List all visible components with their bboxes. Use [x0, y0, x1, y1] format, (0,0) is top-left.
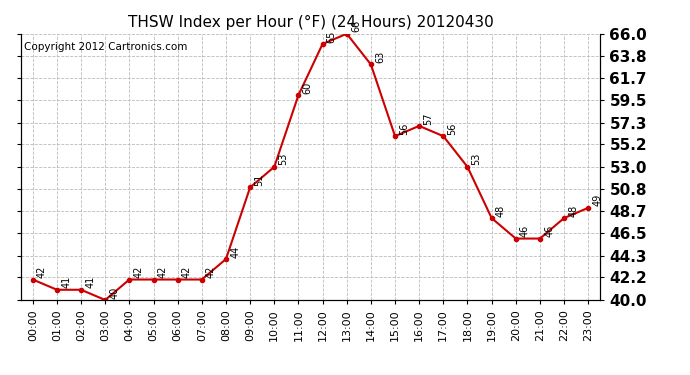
Text: 46: 46	[520, 225, 530, 237]
Text: 42: 42	[206, 266, 216, 278]
Text: 44: 44	[230, 245, 240, 258]
Text: 42: 42	[134, 266, 144, 278]
Text: 51: 51	[255, 174, 264, 186]
Text: 46: 46	[544, 225, 554, 237]
Text: 41: 41	[86, 276, 95, 288]
Text: 48: 48	[569, 204, 578, 217]
Text: 48: 48	[496, 204, 506, 217]
Text: 63: 63	[375, 51, 385, 63]
Text: 56: 56	[400, 122, 409, 135]
Text: 49: 49	[593, 194, 602, 207]
Text: 53: 53	[472, 153, 482, 165]
Text: 65: 65	[327, 30, 337, 43]
Text: 57: 57	[424, 112, 433, 125]
Text: Copyright 2012 Cartronics.com: Copyright 2012 Cartronics.com	[23, 42, 187, 52]
Text: 56: 56	[448, 122, 457, 135]
Text: 42: 42	[182, 266, 192, 278]
Text: 41: 41	[61, 276, 71, 288]
Text: 53: 53	[279, 153, 288, 165]
Title: THSW Index per Hour (°F) (24 Hours) 20120430: THSW Index per Hour (°F) (24 Hours) 2012…	[128, 15, 493, 30]
Text: 66: 66	[351, 20, 361, 32]
Text: 40: 40	[110, 286, 119, 298]
Text: 42: 42	[158, 266, 168, 278]
Text: 42: 42	[37, 266, 47, 278]
Text: 60: 60	[303, 81, 313, 94]
